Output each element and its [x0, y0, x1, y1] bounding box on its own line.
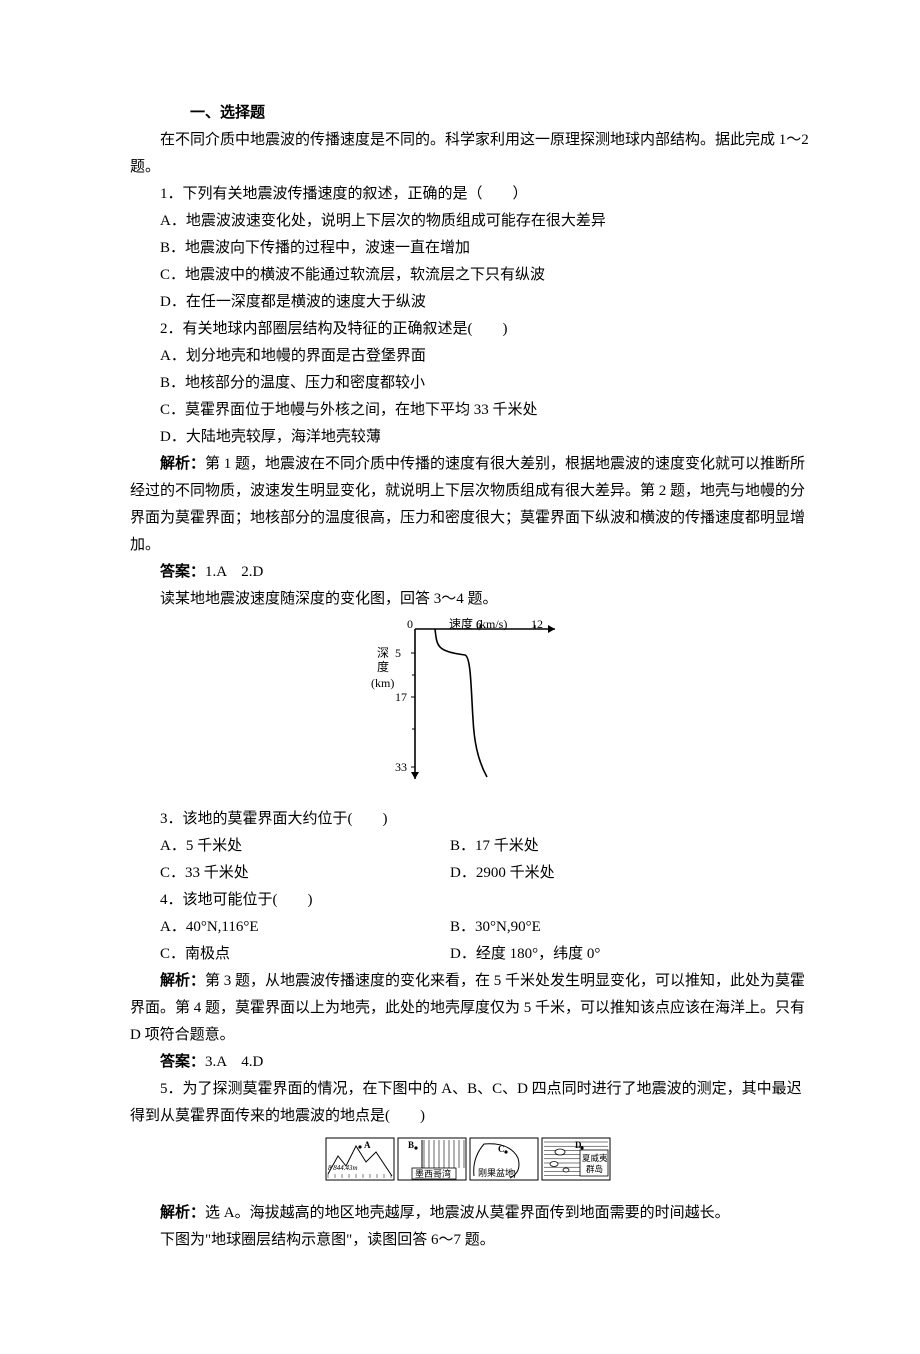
svg-text:A: A [364, 1140, 371, 1150]
q3-opt-a: A．5 千米处 [130, 833, 450, 860]
svg-text:群岛: 群岛 [586, 1164, 603, 1174]
q3-stem: 3．该地的莫霍界面大约位于( ) [130, 806, 810, 833]
svg-text:C: C [498, 1144, 505, 1154]
q2-opt-c: C．莫霍界面位于地幔与外核之间，在地下平均 33 千米处 [130, 397, 810, 424]
q1-opt-c: C．地震波中的横波不能通过软流层，软流层之下只有纵波 [130, 262, 810, 289]
q4-stem: 4．该地可能位于( ) [130, 887, 810, 914]
svg-text:夏威夷: 夏威夷 [582, 1153, 608, 1163]
q1-stem: 1．下列有关地震波传播速度的叙述，正确的是（ ） [130, 181, 810, 208]
analysis-3-4: 解析：第 3 题，从地震波传播速度的变化来看，在 5 千米处发生明显变化，可以推… [130, 968, 810, 1049]
svg-text:度: 度 [377, 659, 389, 674]
svg-text:6: 6 [476, 617, 482, 631]
q5-maps: A 8 844.43m B 墨西哥湾 C 刚果盆地 D夏威夷群岛 [130, 1134, 810, 1196]
q4-row-cd: C．南极点 D．经度 180°，纬度 0° [130, 941, 810, 968]
answer-label: 答案： [160, 1054, 205, 1070]
q4-opt-b: B．30°N,90°E [450, 914, 541, 941]
answer-1-2-text: 1.A 2.D [205, 564, 263, 580]
svg-text:D: D [575, 1140, 582, 1150]
q2-opt-a: A．划分地壳和地幔的界面是古登堡界面 [130, 343, 810, 370]
q1-opt-d: D．在任一深度都是横波的速度大于纵波 [130, 289, 810, 316]
svg-text:33: 33 [395, 760, 407, 774]
intro-3-4: 读某地地震波速度随深度的变化图，回答 3～4 题。 [130, 586, 810, 613]
q4-row-ab: A．40°N,116°E B．30°N,90°E [130, 914, 810, 941]
seismic-chart: 速度 (km/s)0612深度(km)51733 [130, 617, 810, 802]
analysis-3-4-text: 第 3 题，从地震波传播速度的变化来看，在 5 千米处发生明显变化，可以推知，此… [130, 973, 805, 1043]
q2-opt-d: D．大陆地壳较厚，海洋地壳较薄 [130, 424, 810, 451]
q3-opt-d: D．2900 千米处 [450, 860, 555, 887]
svg-text:12: 12 [531, 617, 543, 631]
q2-stem: 2．有关地球内部圈层结构及特征的正确叙述是( ) [130, 316, 810, 343]
q3-opt-c: C．33 千米处 [130, 860, 450, 887]
analysis-1-2: 解析：第 1 题，地震波在不同介质中传播的速度有很大差别，根据地震波的速度变化就… [130, 451, 810, 559]
svg-text:17: 17 [395, 690, 407, 704]
q2-opt-b: B．地核部分的温度、压力和密度都较小 [130, 370, 810, 397]
q4-opt-c: C．南极点 [130, 941, 450, 968]
analysis-label: 解析： [160, 973, 205, 989]
intro-6-7: 下图为"地球圈层结构示意图"，读图回答 6～7 题。 [130, 1227, 810, 1254]
q1-opt-b: B．地震波向下传播的过程中，波速一直在增加 [130, 235, 810, 262]
bottom-spacer [130, 1254, 810, 1354]
analysis-label: 解析： [160, 1205, 205, 1221]
q1-opt-a: A．地震波波速变化处，说明上下层次的物质组成可能存在很大差异 [130, 208, 810, 235]
q3-row-ab: A．5 千米处 B．17 千米处 [130, 833, 810, 860]
analysis-1-2-text: 第 1 题，地震波在不同介质中传播的速度有很大差别，根据地震波的速度变化就可以推… [130, 456, 805, 553]
svg-text:深: 深 [377, 646, 389, 660]
analysis-5: 解析：选 A。海拔越高的地区地壳越厚，地震波从莫霍界面传到地面需要的时间越长。 [130, 1200, 810, 1227]
svg-text:(km): (km) [371, 676, 394, 690]
answer-label: 答案： [160, 564, 205, 580]
analysis-label: 解析： [160, 456, 205, 472]
svg-text:8 844.43m: 8 844.43m [328, 1164, 358, 1172]
intro-1-2: 在不同介质中地震波的传播速度是不同的。科学家利用这一原理探测地球内部结构。据此完… [130, 127, 810, 181]
svg-text:B: B [408, 1140, 414, 1150]
q3-row-cd: C．33 千米处 D．2900 千米处 [130, 860, 810, 887]
section-title: 一、选择题 [130, 100, 810, 127]
q5-stem: 5．为了探测莫霍界面的情况，在下图中的 A、B、C、D 四点同时进行了地震波的测… [130, 1076, 810, 1130]
q3-opt-b: B．17 千米处 [450, 833, 539, 860]
q4-opt-a: A．40°N,116°E [130, 914, 450, 941]
answer-3-4: 答案：3.A 4.D [130, 1049, 810, 1076]
svg-text:刚果盆地: 刚果盆地 [478, 1167, 514, 1178]
svg-text:墨西哥湾: 墨西哥湾 [415, 1168, 451, 1179]
svg-text:5: 5 [395, 646, 401, 660]
answer-3-4-text: 3.A 4.D [205, 1054, 263, 1070]
svg-text:0: 0 [407, 617, 413, 631]
answer-1-2: 答案：1.A 2.D [130, 559, 810, 586]
analysis-5-text: 选 A。海拔越高的地区地壳越厚，地震波从莫霍界面传到地面需要的时间越长。 [205, 1205, 730, 1221]
q4-opt-d: D．经度 180°，纬度 0° [450, 941, 600, 968]
